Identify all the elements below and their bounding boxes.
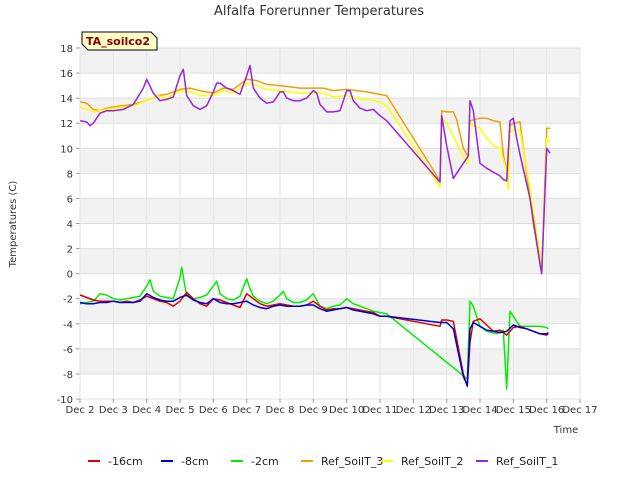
legend: -16cm -8cm -2cm Ref_SoilT_3 Ref_SoilT_2 Ref_S… xyxy=(88,455,558,468)
x-tick-label: Dec 14 xyxy=(462,405,497,416)
x-tick-label: Dec 3 xyxy=(99,405,128,416)
y-tick-label: 0 xyxy=(67,270,73,281)
y-tick-label: 8 xyxy=(67,169,73,180)
x-tick-label: Dec 2 xyxy=(66,405,95,416)
chart-title: Alfalfa Forerunner Temperatures xyxy=(214,4,424,19)
y-tick-label: -8 xyxy=(63,370,73,381)
x-tick-label: Dec 12 xyxy=(396,405,431,416)
series-line-8cm xyxy=(79,292,549,386)
y-tick-label: 2 xyxy=(67,245,73,256)
x-tick-label: Dec 9 xyxy=(299,405,328,416)
legend-label: Ref_SoilT_3 xyxy=(321,455,383,468)
y-tick-label: -6 xyxy=(63,345,73,356)
plot-band xyxy=(80,248,580,274)
x-tick-label: Dec 6 xyxy=(199,405,228,416)
x-tick-label: Dec 4 xyxy=(132,405,161,416)
x-tick-label: Dec 13 xyxy=(429,405,464,416)
y-tick-label: 10 xyxy=(60,144,73,155)
plot-band xyxy=(80,198,580,224)
plot-background-bands xyxy=(80,48,580,374)
y-tick-label: 12 xyxy=(60,119,73,130)
series-line-ref-soilt-1 xyxy=(79,64,551,275)
y-axis-label: Temperatures (C) xyxy=(8,181,19,269)
legend-label: -2cm xyxy=(251,455,279,468)
legend-label: -16cm xyxy=(108,455,143,468)
plot-band xyxy=(80,148,580,174)
x-tick-label: Dec 15 xyxy=(496,405,531,416)
legend-label: Ref_SoilT_1 xyxy=(496,455,558,468)
series-tag-shape xyxy=(81,31,158,51)
legend-label: -8cm xyxy=(181,455,209,468)
series-tag-box: TA_soilco2 xyxy=(81,31,158,51)
plot-band xyxy=(80,98,580,124)
series-tag-label: TA_soilco2 xyxy=(86,35,150,48)
y-tick-label: -4 xyxy=(63,320,73,331)
x-tick-label: Dec 5 xyxy=(166,405,195,416)
series-lines xyxy=(79,64,551,390)
y-tick-label: 4 xyxy=(67,220,73,231)
x-axis-label: Time xyxy=(553,425,578,436)
x-axis-ticks: Dec 2 Dec 3 Dec 4 Dec 5 Dec 6 Dec 7 Dec 8 Dec 9… xyxy=(66,48,598,416)
y-tick-label: 6 xyxy=(67,194,73,205)
plot-band xyxy=(80,348,580,374)
x-tick-label: Dec 17 xyxy=(562,405,597,416)
y-axis-ticks: -10 -8 -6 -4 -2 0 2 4 6 8 10 12 14 16 18 xyxy=(57,44,580,406)
y-tick-label: 14 xyxy=(60,94,73,105)
x-tick-label: Dec 7 xyxy=(232,405,261,416)
x-tick-label: Dec 10 xyxy=(329,405,364,416)
y-tick-label: -10 xyxy=(57,395,73,406)
x-tick-label: Dec 11 xyxy=(362,405,397,416)
x-tick-label: Dec 16 xyxy=(529,405,564,416)
y-tick-label: -2 xyxy=(63,295,73,306)
x-tick-label: Dec 8 xyxy=(266,405,295,416)
y-tick-label: 16 xyxy=(60,69,73,80)
y-tick-label: 18 xyxy=(60,44,73,55)
legend-label: Ref_SoilT_2 xyxy=(401,455,463,468)
plot-band xyxy=(80,48,580,74)
